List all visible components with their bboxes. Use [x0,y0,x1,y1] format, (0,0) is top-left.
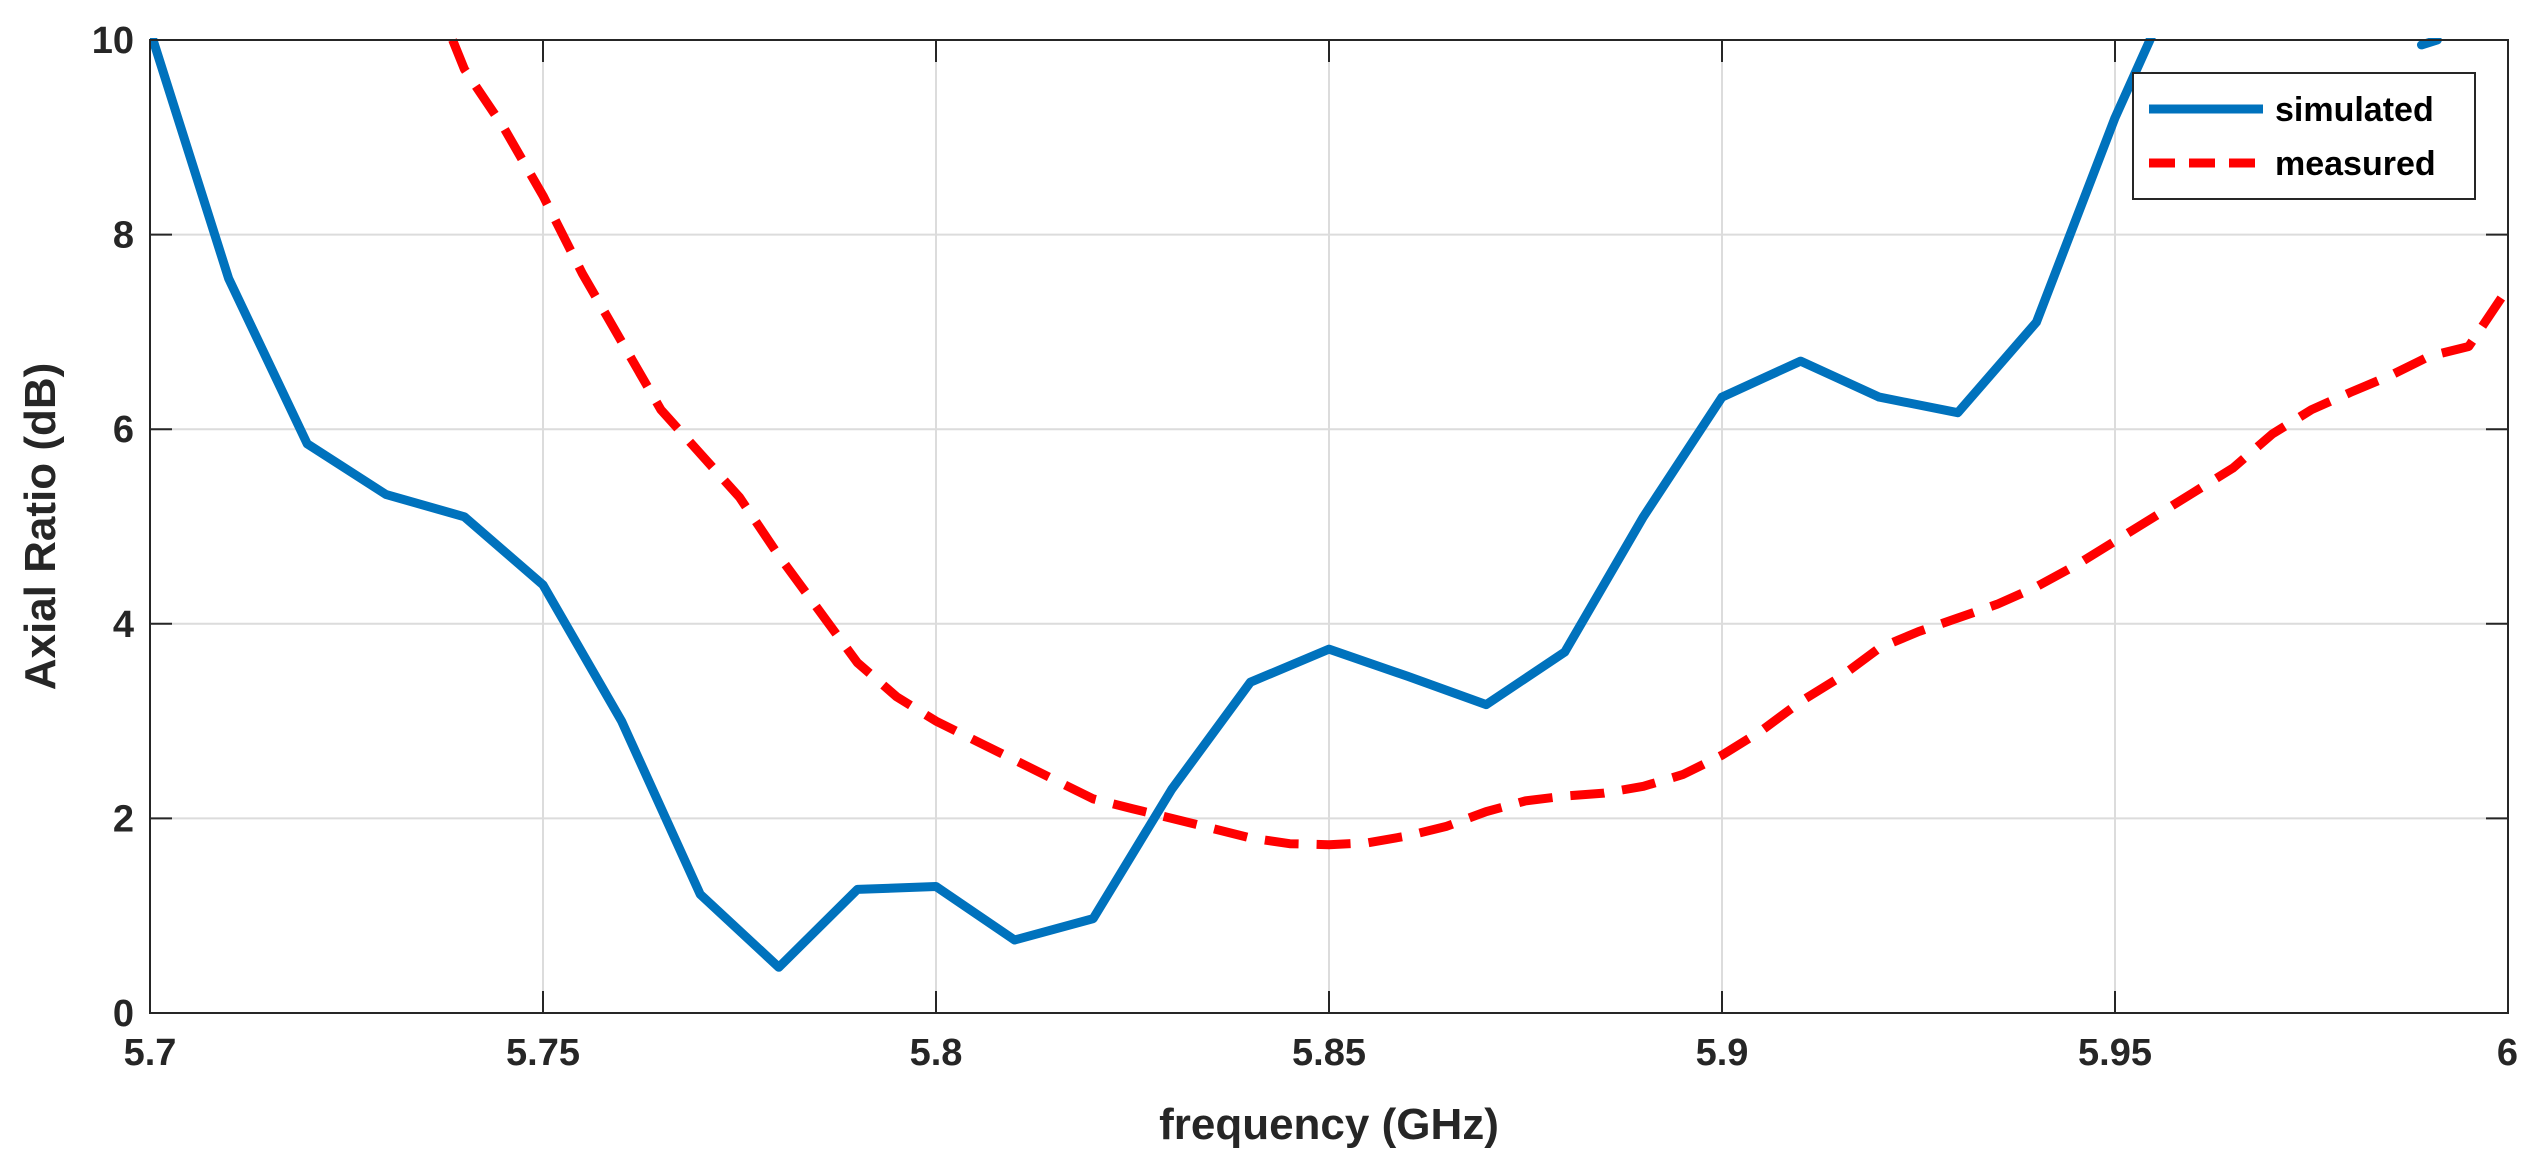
y-tick-label: 10 [92,20,134,62]
y-axis-label: Axial Ratio (dB) [16,363,65,691]
legend-label-measured: measured [2275,145,2436,183]
x-tick-label: 5.85 [1292,1032,1366,1074]
series-line-simulated [150,38,2156,972]
x-axis-label: frequency (GHz) [1159,1100,1499,1149]
x-tick-label: 5.7 [124,1032,177,1074]
ticks: 5.7 5.75 5.8 5.85 5.9 5.95 6 0 2 4 6 8 10 [92,20,2518,1074]
legend-box [2132,72,2476,200]
y-tick-label: 2 [113,798,134,840]
x-tick-label: 6 [2497,1032,2518,1074]
legend: simulated measured [2132,72,2476,200]
y-tick-label: 4 [113,604,134,646]
y-tick-label: 8 [113,215,134,257]
x-tick-label: 5.75 [506,1032,580,1074]
x-tick-label: 5.9 [1696,1032,1749,1074]
y-tick-label: 6 [113,409,134,451]
series-line-measured [448,38,2508,850]
x-tick-label: 5.8 [910,1032,963,1074]
x-tick-label: 5.95 [2078,1032,2152,1074]
y-tick-label: 0 [113,993,134,1035]
legend-label-simulated: simulated [2275,91,2434,129]
